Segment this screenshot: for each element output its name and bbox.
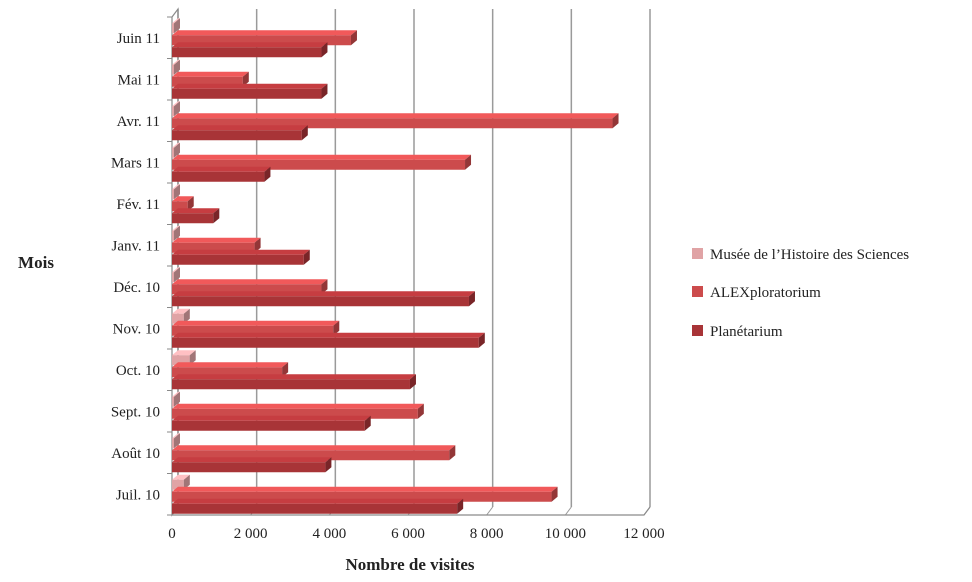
x-tick-label: 0	[168, 526, 176, 542]
bar	[172, 267, 180, 283]
floor-gridline	[564, 506, 572, 516]
x-tick-label: 12 000	[623, 526, 664, 542]
bar	[172, 30, 357, 46]
y-tick-label: Mars 11	[111, 155, 160, 171]
bar	[172, 184, 180, 200]
legend-swatch	[692, 325, 703, 336]
bar	[172, 403, 424, 419]
bar	[172, 59, 180, 75]
bar	[172, 125, 308, 141]
y-tick-label: Fév. 11	[117, 197, 160, 213]
bar	[172, 391, 180, 407]
bar	[172, 445, 456, 461]
bar	[172, 113, 619, 129]
legend-swatch	[692, 286, 703, 297]
bar	[172, 101, 180, 117]
bar	[172, 474, 190, 490]
legend-label: ALEXploratorium	[710, 285, 821, 301]
y-tick-label: Janv. 11	[112, 238, 160, 254]
x-axis-title: Nombre de visites	[345, 555, 474, 574]
y-tick-label: Oct. 10	[116, 363, 160, 379]
bar	[172, 225, 180, 241]
x-tick-label: 2 000	[234, 526, 268, 542]
bar	[172, 208, 220, 224]
y-tick-label: Déc. 10	[113, 280, 160, 296]
x-tick-label: 10 000	[545, 526, 586, 542]
bar	[172, 433, 180, 449]
bar	[172, 486, 558, 502]
bar	[172, 457, 332, 473]
legend-label: Planétarium	[710, 324, 783, 340]
bar	[172, 374, 416, 390]
bars-layer	[172, 18, 619, 514]
bar	[172, 279, 328, 295]
y-tick-label: Juin 11	[117, 31, 160, 47]
bar	[172, 154, 472, 170]
legend: Musée de l’Histoire des Sciences ALEXplor…	[692, 247, 909, 340]
x-tick-label: 4 000	[312, 526, 346, 542]
x-tick-label: 8 000	[470, 526, 504, 542]
bar	[172, 320, 340, 336]
y-tick-label: Août 10	[111, 446, 160, 462]
bar	[172, 196, 194, 212]
bar	[172, 237, 261, 253]
labels-layer: Juil. 10 Août 10 Sept. 10 Oct. 10 Nov. 10 Déc…	[111, 31, 665, 542]
bar	[172, 362, 289, 378]
floor-gridline	[486, 506, 494, 516]
bar	[172, 83, 328, 99]
legend-label: Musée de l’Histoire des Sciences	[710, 247, 909, 263]
bar	[172, 142, 180, 158]
y-tick-label: Juil. 10	[116, 487, 160, 503]
y-tick-label: Nov. 10	[113, 321, 160, 337]
bar	[172, 42, 328, 58]
x-tick-label: 6 000	[391, 526, 425, 542]
bar	[172, 415, 371, 431]
y-tick-label: Avr. 11	[117, 114, 160, 130]
y-tick-label: Mai 11	[118, 72, 160, 88]
bar	[172, 18, 180, 34]
legend-swatch	[692, 248, 703, 259]
bar	[172, 350, 196, 366]
bar	[172, 249, 310, 265]
y-axis-title: Mois	[18, 253, 54, 272]
bar	[172, 166, 271, 182]
y-tick-label: Sept. 10	[111, 404, 160, 420]
bar	[172, 291, 475, 307]
bar	[172, 332, 485, 348]
bar	[172, 308, 190, 324]
x-axis-floor	[172, 506, 651, 516]
bar	[172, 498, 464, 514]
bar	[172, 71, 249, 87]
